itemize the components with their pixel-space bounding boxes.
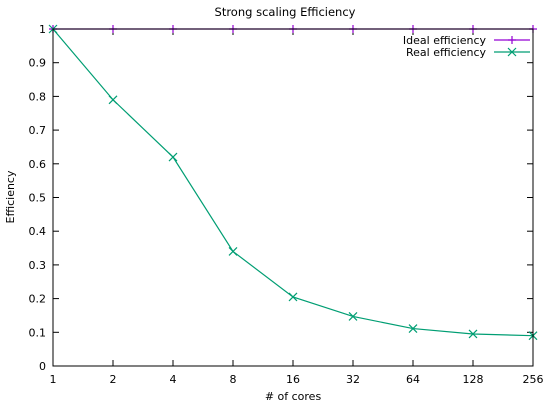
y-tick-label: 0.2 — [29, 293, 47, 306]
x-tick-label: 16 — [286, 373, 300, 386]
series-layer — [48, 24, 538, 341]
data-point — [468, 329, 478, 339]
legend-label: Real efficiency — [406, 46, 487, 59]
chart-title: Strong scaling Efficiency — [215, 5, 356, 19]
y-axis-label: Efficiency — [4, 170, 17, 223]
y-tick-label: 0.1 — [29, 326, 47, 339]
series-2 — [48, 24, 538, 341]
x-tick-label: 128 — [463, 373, 484, 386]
data-point — [108, 95, 118, 105]
data-point — [348, 312, 358, 321]
data-point — [228, 246, 238, 256]
y-tick-label: 0.6 — [29, 158, 47, 171]
data-point — [408, 324, 418, 334]
x-axis-ticks: 1 2 4 8 16 32 64 128 256 — [50, 29, 544, 386]
x-tick-label: 32 — [346, 373, 360, 386]
legend-marker — [508, 36, 516, 44]
x-tick-label: 4 — [170, 373, 177, 386]
plot-frame — [52, 28, 534, 367]
y-tick-label: 0.8 — [29, 90, 47, 103]
legend-marker — [507, 47, 517, 57]
x-tick-label: 2 — [110, 373, 117, 386]
legend-label: Ideal efficiency — [403, 34, 487, 47]
y-tick-label: 1 — [39, 23, 46, 36]
series-line — [52, 28, 534, 337]
y-tick-label: 0.4 — [29, 225, 47, 238]
x-axis-label: # of cores — [265, 390, 322, 403]
data-point — [168, 152, 178, 162]
y-tick-label: 0.5 — [29, 192, 47, 205]
y-tick-label: 0.3 — [29, 259, 47, 272]
y-tick-label: 0 — [39, 360, 46, 373]
x-tick-label: 8 — [230, 373, 237, 386]
y-tick-label: 0.7 — [29, 124, 47, 137]
x-tick-label: 256 — [523, 373, 544, 386]
data-point — [288, 292, 298, 302]
y-tick-label: 0.9 — [29, 57, 47, 70]
x-tick-label: 64 — [406, 373, 420, 386]
y-axis-ticks: 0 0.1 0.2 0.3 0.4 0.5 0.6 0.7 0.8 0.9 1 — [29, 23, 533, 373]
x-tick-label: 1 — [50, 373, 57, 386]
